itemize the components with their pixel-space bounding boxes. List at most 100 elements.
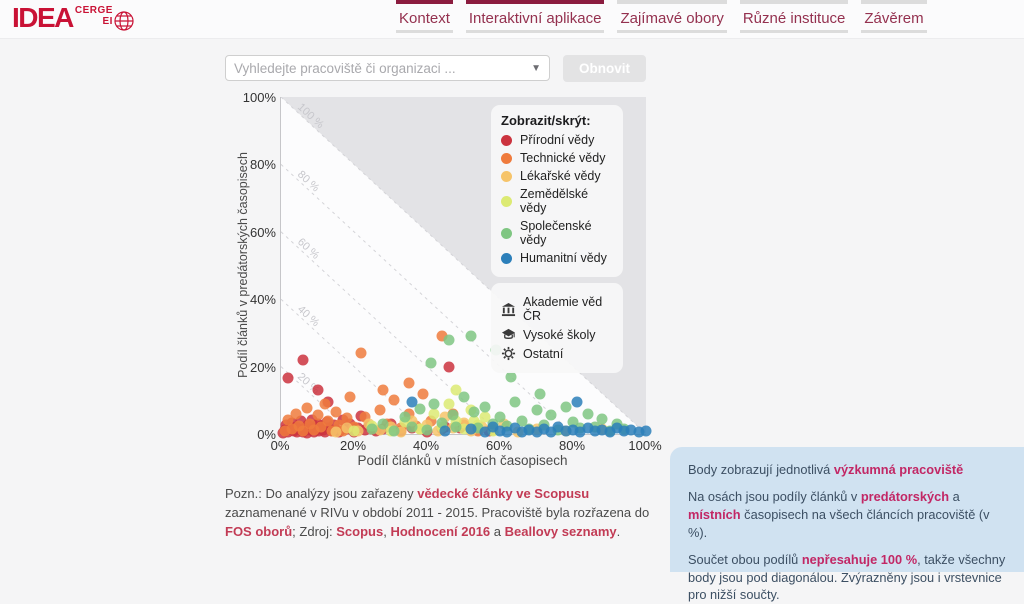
data-point[interactable] — [633, 426, 645, 438]
data-point[interactable] — [450, 415, 462, 427]
note-link[interactable]: Beallovy seznamy — [504, 524, 617, 540]
data-point[interactable] — [640, 425, 652, 437]
data-point[interactable] — [330, 406, 342, 418]
data-point[interactable] — [439, 425, 451, 437]
data-point[interactable] — [523, 424, 535, 436]
data-point[interactable] — [479, 426, 491, 438]
data-point[interactable] — [330, 426, 342, 438]
data-point[interactable] — [341, 422, 353, 434]
data-point[interactable] — [479, 401, 491, 413]
data-point[interactable] — [406, 421, 418, 433]
search-select[interactable]: Vyhledejte pracoviště či organizaci ... … — [225, 55, 550, 81]
data-point[interactable] — [428, 398, 440, 410]
data-point[interactable] — [279, 425, 291, 437]
data-point[interactable] — [322, 415, 334, 427]
data-point[interactable] — [403, 377, 415, 389]
data-point[interactable] — [567, 424, 579, 436]
data-point[interactable] — [312, 409, 323, 421]
data-point[interactable] — [348, 425, 360, 437]
data-point[interactable] — [450, 384, 462, 396]
data-point[interactable] — [414, 423, 426, 435]
data-point[interactable] — [596, 413, 608, 425]
data-point[interactable] — [545, 426, 557, 438]
data-point[interactable] — [479, 411, 491, 423]
data-point[interactable] — [509, 422, 521, 434]
data-point[interactable] — [377, 418, 389, 430]
data-point[interactable] — [531, 404, 542, 416]
data-point[interactable] — [319, 398, 331, 410]
note-link[interactable]: Scopus — [336, 524, 384, 540]
data-point[interactable] — [494, 411, 506, 423]
data-point[interactable] — [374, 404, 386, 416]
data-point[interactable] — [552, 421, 564, 433]
data-point[interactable] — [501, 426, 513, 438]
data-point[interactable] — [458, 391, 469, 403]
data-point[interactable] — [458, 423, 469, 435]
data-point[interactable] — [286, 423, 298, 435]
data-point[interactable] — [297, 354, 309, 366]
data-point[interactable] — [406, 396, 418, 408]
data-point[interactable] — [443, 334, 455, 346]
data-point[interactable] — [399, 411, 411, 423]
nav-tab[interactable]: Interaktivní aplikace — [465, 0, 605, 33]
nav-tab[interactable]: Zajímavé obory — [617, 0, 727, 33]
data-point[interactable] — [509, 396, 521, 408]
legend-field-toggle[interactable]: Společenské vědy — [501, 219, 613, 247]
data-point[interactable] — [458, 417, 469, 429]
data-point[interactable] — [308, 424, 320, 436]
data-point[interactable] — [443, 361, 455, 373]
data-point[interactable] — [304, 418, 316, 430]
data-point[interactable] — [406, 415, 418, 427]
data-point[interactable] — [439, 411, 451, 423]
data-point[interactable] — [545, 409, 557, 421]
legend-institution-toggle[interactable]: Ostatní — [501, 346, 613, 361]
data-point[interactable] — [589, 425, 601, 437]
data-point[interactable] — [468, 415, 480, 427]
data-point[interactable] — [560, 401, 572, 413]
data-point[interactable] — [596, 424, 608, 436]
data-point[interactable] — [374, 424, 386, 436]
data-point[interactable] — [428, 408, 440, 420]
data-point[interactable] — [567, 416, 579, 428]
nav-tab[interactable]: Kontext — [396, 0, 453, 33]
data-point[interactable] — [516, 426, 528, 438]
data-point[interactable] — [344, 391, 356, 403]
nav-tab[interactable]: Různé instituce — [739, 0, 849, 33]
data-point[interactable] — [301, 402, 313, 414]
data-point[interactable] — [465, 330, 477, 342]
data-point[interactable] — [395, 426, 407, 438]
data-point[interactable] — [604, 426, 615, 438]
reset-button[interactable]: Obnovit — [563, 55, 646, 82]
data-point[interactable] — [355, 347, 367, 359]
data-point[interactable] — [625, 424, 637, 436]
data-point[interactable] — [421, 424, 433, 436]
data-point[interactable] — [618, 425, 630, 437]
data-point[interactable] — [359, 411, 371, 423]
data-point[interactable] — [560, 425, 572, 437]
data-point[interactable] — [582, 422, 594, 434]
legend-institution-toggle[interactable]: Akademie věd ČR — [501, 295, 613, 323]
data-point[interactable] — [501, 420, 513, 432]
data-point[interactable] — [297, 425, 309, 437]
data-point[interactable] — [282, 414, 294, 426]
data-point[interactable] — [574, 426, 586, 438]
data-point[interactable] — [571, 396, 583, 408]
data-point[interactable] — [582, 408, 594, 420]
note-link[interactable]: FOS oborů — [225, 524, 293, 540]
note-link[interactable]: vědecké články ve Scopusu — [417, 486, 590, 501]
data-point[interactable] — [531, 426, 542, 438]
data-point[interactable] — [516, 415, 528, 427]
data-point[interactable] — [425, 357, 437, 369]
data-point[interactable] — [538, 423, 550, 435]
data-point[interactable] — [312, 384, 323, 396]
data-point[interactable] — [465, 423, 477, 435]
legend-field-toggle[interactable]: Technické vědy — [501, 151, 613, 165]
data-point[interactable] — [487, 421, 499, 433]
data-point[interactable] — [472, 422, 484, 434]
legend-field-toggle[interactable]: Přírodní vědy — [501, 133, 613, 147]
data-point[interactable] — [447, 409, 459, 421]
data-point[interactable] — [388, 394, 400, 406]
legend-field-toggle[interactable]: Zemědělské vědy — [501, 187, 613, 215]
data-point[interactable] — [443, 398, 455, 410]
data-point[interactable] — [333, 419, 345, 431]
